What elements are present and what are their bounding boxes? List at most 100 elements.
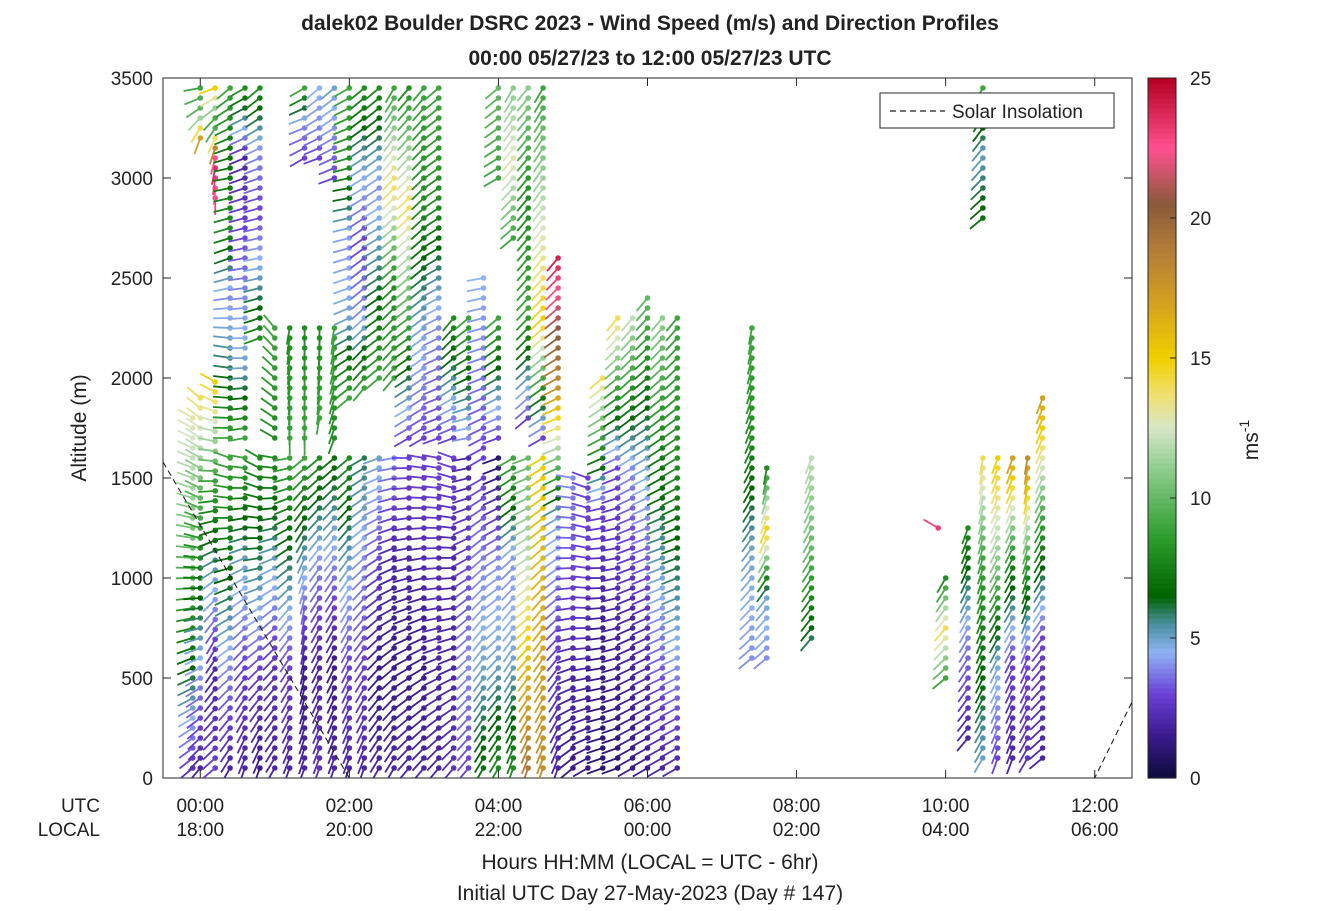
wind-barb-dot [391,215,397,221]
wind-barb-staff [753,637,768,651]
wind-barb-dot [995,485,1001,491]
wind-barb-dot [465,575,472,581]
wind-barb-staff [332,157,350,164]
wind-barb-dot [190,415,196,421]
wind-barb-staff [198,509,216,515]
wind-barb-dot [614,355,621,361]
wind-barb-dot [212,389,218,395]
wind-barb-dot [391,705,397,711]
wind-barb-staff [245,627,261,639]
wind-barb-dot [749,645,755,651]
wind-barb-staff [631,687,648,697]
wind-barb-dot [331,535,338,541]
wind-barb-dot [995,575,1001,581]
wind-barb-staff [617,487,634,497]
wind-barb-staff [585,597,603,600]
wind-barb-dot [301,765,308,771]
wind-barb-dot [480,635,487,641]
wind-barb-dot [644,695,651,701]
wind-barb-dot [421,365,427,371]
wind-barb-staff [483,377,499,388]
wind-barb-staff [199,394,216,403]
wind-barb-staff [242,557,261,562]
wind-barb-staff [199,539,216,548]
wind-barb-staff [961,527,969,545]
wind-barb-dot [436,745,442,751]
wind-barb-dot [480,665,487,671]
wind-barb-staff [176,492,194,499]
wind-barb-staff [264,737,276,753]
wind-barb-staff [483,167,499,178]
wind-barb-staff [272,457,290,462]
wind-barb-staff [326,707,336,724]
wind-barb-staff [616,627,633,636]
wind-barb-staff [585,687,603,693]
wind-barb-staff [333,127,350,136]
wind-barb-staff [1004,697,1014,714]
wind-barb-dot [242,345,248,351]
wind-barb-dot [331,555,338,561]
wind-barb-staff [977,527,984,545]
wind-barb-dot [391,135,397,141]
wind-barb-staff [800,627,813,642]
wind-barb-staff [228,297,246,301]
wind-barb-dot [406,565,412,571]
wind-barb-staff [287,387,291,405]
wind-barb-staff [421,506,439,509]
wind-barb-dot [525,755,531,761]
colorbar-segment [1148,683,1176,689]
wind-barb-staff [459,767,470,778]
wind-barb-staff [408,407,425,418]
wind-barb-staff [756,587,768,603]
wind-barb-staff [184,479,201,489]
wind-barb-dot [629,585,636,591]
wind-barb-dot [346,285,353,291]
wind-barb-dot [525,155,531,161]
wind-barb-staff [600,577,618,583]
wind-barb-dot [555,705,561,711]
wind-barb-staff [451,437,469,442]
wind-barb-staff [631,567,648,576]
wind-barb-staff [586,497,604,504]
wind-barb-staff [381,177,395,192]
wind-barb-dot [361,595,368,601]
wind-barb-staff [976,587,984,605]
wind-barb-dot [749,575,755,581]
colorbar-segment [1148,693,1176,699]
colorbar-segment [1148,558,1176,564]
colorbar-segment [1148,448,1176,454]
wind-barb-dot [331,625,338,631]
wind-barb-dot [1039,575,1046,581]
wind-barb-staff [312,727,321,745]
wind-barb-staff [288,137,305,146]
wind-barb-staff [989,577,999,594]
wind-barb-dot [540,675,546,681]
wind-barb-staff [365,347,380,360]
wind-barb-staff [451,467,469,473]
wind-barb-staff [422,627,440,633]
wind-barb-dot [749,465,755,471]
wind-barb-dot [346,275,353,281]
wind-barb-staff [312,757,321,775]
wind-barb-dot [436,465,442,471]
wind-barb-staff [410,237,425,250]
wind-barb-dot [197,665,204,671]
wind-barb-staff [455,647,470,661]
wind-barb-staff [570,575,588,579]
wind-barb-dot [421,665,427,671]
wind-barb-dot [1039,685,1046,691]
wind-barb-dot [659,365,666,371]
wind-barb-staff [306,497,321,511]
wind-barb-staff [972,127,984,143]
wind-barb-dot [391,125,397,131]
wind-barb-dot [659,405,666,411]
wind-barb-dot [540,185,546,191]
wind-barb-staff [298,717,306,735]
solar-insolation-line [163,461,1132,778]
wind-barb-staff [533,117,544,133]
wind-barb-dot [242,95,248,101]
wind-barb-staff [1019,717,1029,734]
wind-barb-staff [604,367,619,380]
wind-barb-staff [258,537,276,544]
wind-barb-dot [272,385,278,391]
